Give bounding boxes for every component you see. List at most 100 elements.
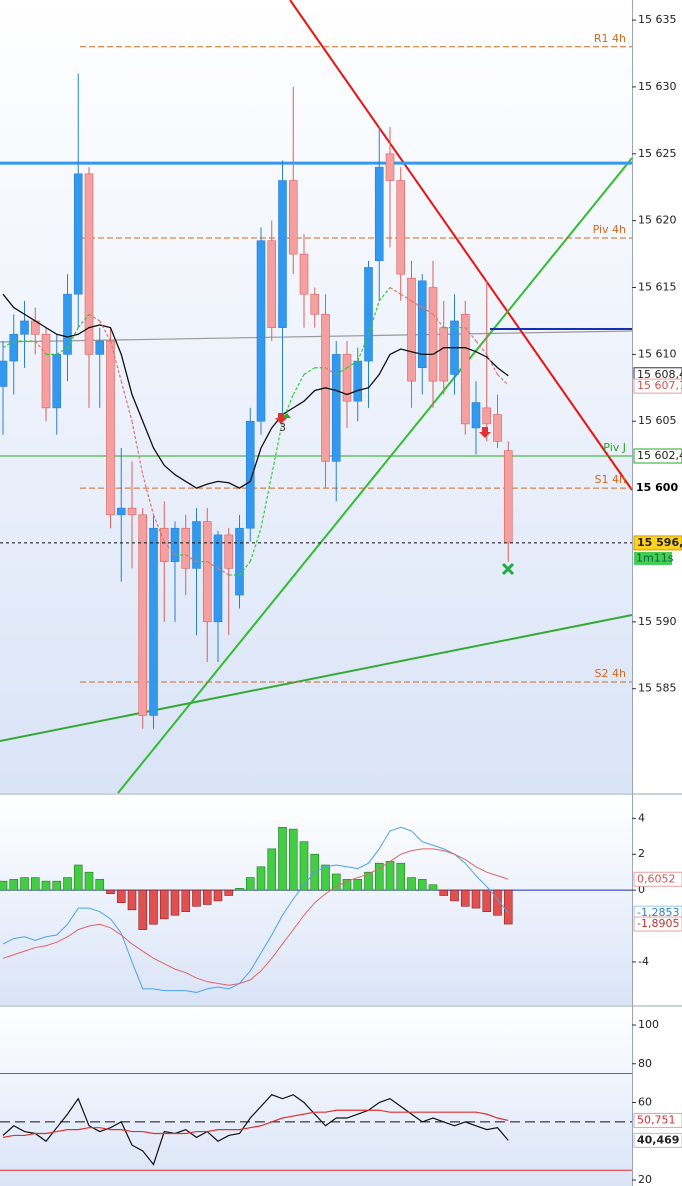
histogram-bar [396, 862, 406, 891]
candle-body [9, 334, 19, 362]
pivot-label: S1 4h [595, 473, 626, 486]
candle-body [331, 354, 341, 462]
y-tick-label: 15 630 [638, 80, 677, 93]
histogram-bar [288, 828, 298, 891]
histogram-bar [30, 877, 40, 891]
histogram-bar [127, 889, 137, 911]
candle-body [73, 173, 83, 295]
histogram-bar [460, 889, 470, 907]
histogram-bar [9, 879, 19, 891]
indicator-line [2, 1109, 509, 1138]
trend-line [289, 0, 633, 491]
histogram-bar [73, 864, 83, 891]
value-badge-label: 15 602,4 [637, 449, 682, 462]
histogram-bar [116, 889, 126, 903]
indicator-segment [464, 327, 477, 342]
histogram-bar [192, 889, 201, 907]
trend-line [0, 330, 633, 343]
y-tick-label: 20 [638, 1173, 652, 1186]
indicator-segment [206, 561, 219, 569]
histogram-bar [170, 889, 180, 916]
indicator-line [2, 826, 509, 993]
y-tick-label: 100 [638, 1018, 659, 1031]
histogram-bar [321, 864, 330, 891]
y-tick-label: 2 [638, 847, 645, 860]
value-badge-label: 15 596, [637, 536, 682, 549]
y-tick-label: 15 615 [638, 281, 677, 294]
buy-arrow [283, 413, 291, 418]
pivot-label: Piv 4h [593, 223, 626, 236]
y-tick-label: 60 [638, 1096, 652, 1109]
candle-body [471, 402, 481, 429]
histogram-bar [267, 848, 277, 891]
histogram-bar [428, 884, 438, 891]
candle-body [149, 527, 158, 716]
candle-body [192, 521, 201, 569]
indicator-line [2, 848, 509, 986]
indicator-segment [335, 367, 348, 375]
candle-body [116, 507, 126, 516]
indicator-segment [185, 554, 197, 563]
candle-body [364, 267, 373, 362]
histogram-bar [202, 889, 212, 905]
candle-body [202, 521, 212, 623]
value-badge-label: 50,751 [637, 1113, 676, 1126]
histogram-bar [482, 889, 492, 912]
indicator-segment [486, 354, 499, 375]
indicator-segment [325, 367, 337, 375]
indicator-segment [421, 307, 434, 315]
value-badge-label: -1,2853 [637, 906, 679, 919]
indicator-segment [475, 340, 488, 355]
y-tick-label: 15 605 [638, 414, 677, 427]
histogram-bar [385, 861, 395, 891]
indicator-segment [88, 313, 101, 322]
level-axis-label: 15 600 [636, 481, 678, 494]
value-badge [633, 535, 682, 551]
indicator-segment [432, 313, 445, 329]
candle-body [374, 166, 384, 262]
indicator-segment [66, 327, 79, 348]
y-tick-label: 15 610 [638, 347, 677, 360]
histogram-bar [256, 866, 266, 891]
indicator-segment [2, 340, 15, 349]
value-badge-label: 40,469 [637, 1133, 679, 1146]
candle-body [460, 313, 470, 425]
histogram-bar [95, 879, 105, 891]
histogram-bar [224, 889, 234, 896]
marks: 15 635 15 630 15 625 15 620 15 615 15 610 15 6… [0, 13, 682, 1186]
candle-body [0, 360, 8, 387]
value-badge-label: -1,8905 [637, 917, 679, 930]
y-tick-label: 15 635 [638, 13, 677, 26]
value-badge-label: 15 607,7 [637, 379, 682, 392]
indicator-segment [260, 474, 273, 529]
histogram-bar [299, 841, 309, 891]
price-panel [0, 0, 632, 793]
candle-body [245, 420, 255, 529]
histogram-bar [138, 889, 148, 930]
histogram-bar [407, 877, 416, 891]
trend-lines [0, 0, 633, 794]
value-badge-label: 0,6052 [637, 872, 676, 885]
candle-body [396, 180, 406, 275]
indicator-segment [378, 287, 391, 302]
indicator-segment [34, 340, 47, 355]
value-badge [633, 916, 682, 932]
histogram-bar [213, 889, 223, 902]
value-badge [633, 1132, 682, 1148]
trend-line [0, 614, 633, 742]
y-tick-label: 15 585 [638, 682, 677, 695]
pivot-label: S2 4h [595, 667, 626, 680]
candle-body [127, 507, 137, 516]
indicator-segment [109, 340, 122, 382]
histogram-bar [106, 889, 115, 895]
value-badge [633, 1112, 682, 1128]
candle-body [428, 287, 438, 382]
indicator-segment [249, 528, 262, 562]
candle-body [310, 293, 320, 315]
value-badge-label: 15 608,4 [637, 368, 682, 381]
histogram-bar [52, 880, 62, 891]
indicator-segment [400, 293, 412, 302]
y-tick-label: 4 [638, 811, 645, 824]
candle-body [170, 527, 180, 562]
